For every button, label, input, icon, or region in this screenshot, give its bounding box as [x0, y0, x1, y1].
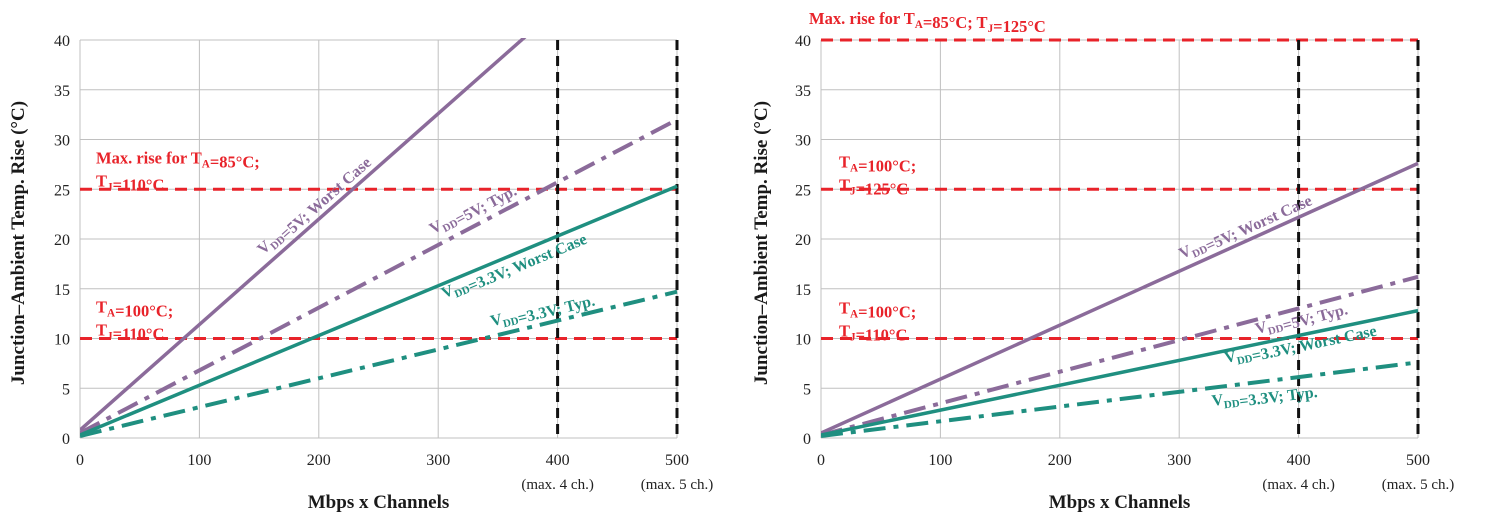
x-tick-label: 100 [928, 452, 952, 469]
x-note-label: (max. 4 ch.) [521, 477, 593, 493]
y-tick-label: 5 [803, 381, 811, 398]
x-note-label: (max. 4 ch.) [1262, 477, 1334, 493]
x-axis-title: Mbps x Channels [1049, 492, 1191, 513]
series-line [821, 360, 1419, 438]
x-tick-label: 200 [1048, 452, 1072, 469]
series-label: VDD=5V; Worst Case [254, 151, 374, 261]
chart-panel-right: 0 5 10 15 20 25 30 35 40 0 100 200 300 400 500 (max. 4 … [743, 0, 1486, 515]
y-tick-label: 30 [795, 133, 811, 150]
series-label: VDD=3.3V; Typ. [1211, 380, 1319, 414]
y-tick-label: 10 [54, 332, 70, 349]
y-tick-label: 0 [803, 431, 811, 448]
series-label: VDD=5V; Worst Case [1177, 189, 1315, 267]
x-note-label: (max. 5 ch.) [1382, 477, 1454, 493]
x-tick-label: 400 [546, 452, 570, 469]
series-line [80, 184, 678, 437]
series-line [821, 274, 1419, 437]
x-tick-label: 0 [76, 452, 84, 469]
x-tick-label: 400 [1287, 452, 1311, 469]
y-tick-label: 0 [62, 431, 70, 448]
x-tick-label: 200 [307, 452, 331, 469]
limit-label: TA=100°C; [839, 152, 916, 175]
y-tick-label: 20 [795, 232, 811, 249]
y-tick-label: 40 [795, 33, 811, 50]
series-group [80, 38, 678, 438]
y-tick-label: 35 [54, 83, 70, 100]
x-axis-title: Mbps x Channels [308, 492, 450, 513]
y-tick-label: 15 [54, 282, 70, 299]
series-label: VDD=3.3V; Typ. [489, 289, 597, 334]
x-tick-label: 300 [1167, 452, 1191, 469]
chart-panel-left: 0 5 10 15 20 25 30 35 40 0 100 200 300 400 500 (max. 4 … [8, 33, 713, 513]
limit-label: Max. rise for TA=85°C; TJ=125°C [809, 9, 1046, 36]
y-tick-label: 25 [795, 182, 811, 199]
x-tick-label: 500 [1406, 452, 1430, 469]
series-line [821, 161, 1419, 435]
series-line [80, 38, 527, 432]
limit-label: TA=100°C; [96, 298, 173, 321]
y-tick-label: 15 [795, 282, 811, 299]
x-tick-label: 0 [817, 452, 825, 469]
limit-label: TJ=125°C [839, 175, 908, 198]
y-tick-label: 30 [54, 133, 70, 150]
y-tick-label: 25 [54, 182, 70, 199]
y-axis-title: Junction–Ambient Temp. Rise (°C) [8, 101, 29, 385]
y-tick-label: 10 [795, 332, 811, 349]
y-tick-label: 20 [54, 232, 70, 249]
y-tick-label: 5 [62, 381, 70, 398]
series-line [821, 308, 1419, 437]
y-tick-label: 35 [795, 83, 811, 100]
limit-label: TJ=110°C [96, 171, 164, 194]
y-axis-title: Junction–Ambient Temp. Rise (°C) [751, 101, 772, 385]
limit-label: Max. rise for TA=85°C; [96, 148, 260, 171]
x-tick-label: 100 [187, 452, 211, 469]
series-line [80, 289, 678, 438]
x-tick-label: 500 [665, 452, 689, 469]
x-tick-label: 300 [426, 452, 450, 469]
series-group [821, 161, 1419, 438]
x-note-label: (max. 5 ch.) [641, 477, 713, 493]
limit-label: TJ=110°C [96, 321, 164, 344]
limit-label: TJ=110°C [839, 322, 907, 345]
limit-label: TA=100°C; [839, 299, 916, 322]
y-tick-label: 40 [54, 33, 70, 50]
series-line [80, 117, 678, 435]
